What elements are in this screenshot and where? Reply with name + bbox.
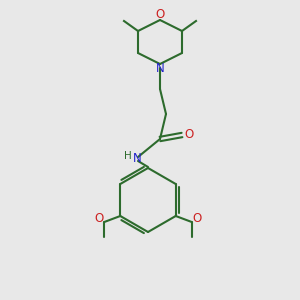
Text: O: O (155, 8, 165, 22)
Text: N: N (156, 62, 164, 76)
Text: O: O (192, 212, 201, 224)
Text: N: N (133, 152, 141, 164)
Text: O: O (184, 128, 194, 140)
Text: H: H (124, 151, 132, 161)
Text: O: O (95, 212, 104, 224)
